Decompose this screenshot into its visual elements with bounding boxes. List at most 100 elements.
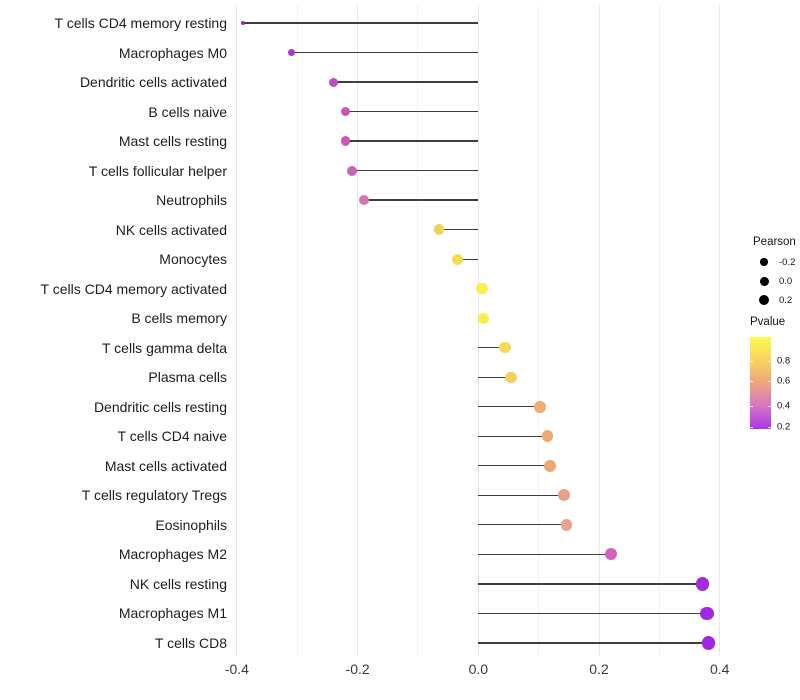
colorbar-tick-label: 0.4 — [777, 400, 791, 412]
gridline-major — [236, 5, 238, 656]
x-axis-tick-label: -0.4 — [224, 661, 249, 677]
lollipop-stem — [242, 22, 479, 24]
row-label: Macrophages M2 — [118, 546, 227, 563]
colorbar-tickmark — [768, 426, 771, 428]
row-label: T cells regulatory Tregs — [81, 487, 227, 504]
row-label: T cells CD4 naive — [117, 428, 227, 445]
lollipop-dot — [558, 489, 570, 502]
row-label: NK cells activated — [115, 221, 227, 238]
gridline-major — [719, 5, 721, 656]
row-label: Dendritic cells resting — [93, 398, 227, 415]
colorbar-tickmark — [750, 381, 753, 383]
gridline-minor — [296, 5, 298, 656]
lollipop-dot — [451, 253, 463, 265]
lollipop-stem — [478, 376, 511, 378]
lollipop-dot — [358, 195, 369, 206]
lollipop-dot — [346, 165, 357, 176]
row-label: Macrophages M1 — [118, 605, 227, 622]
gridline-major — [477, 5, 479, 656]
row-label: Macrophages M0 — [118, 44, 227, 61]
size-legend-dot — [760, 258, 768, 266]
gridline-minor — [538, 5, 540, 656]
lollipop-stem — [478, 524, 567, 526]
row-label: B cells naive — [148, 103, 227, 120]
row-label: T cells CD8 — [154, 634, 227, 651]
colorbar-tickmark — [750, 426, 753, 428]
lollipop-dot — [499, 342, 511, 354]
row-label: Dendritic cells activated — [79, 74, 227, 91]
lollipop-dot — [604, 548, 618, 561]
lollipop-stem — [363, 199, 479, 201]
lollipop-dot — [560, 518, 573, 531]
lollipop-dot — [534, 401, 546, 413]
lollipop-dot — [505, 371, 517, 383]
row-label: NK cells resting — [129, 575, 227, 592]
row-label: T cells CD4 memory activated — [40, 280, 227, 297]
colorbar-tickmark — [750, 360, 753, 362]
colorbar-tickmark — [768, 406, 771, 407]
colorbar-tickmark — [750, 406, 753, 407]
gridline-minor — [658, 5, 660, 656]
lollipop-stem — [478, 435, 548, 437]
lollipop-stem — [457, 258, 479, 260]
lollipop-stem — [439, 228, 479, 231]
lollipop-dot — [340, 136, 351, 146]
size-legend-label: 0.0 — [779, 276, 793, 287]
row-label: Mast cells activated — [104, 457, 227, 474]
color-legend-title: Pvalue — [750, 316, 786, 328]
lollipop-stem — [478, 642, 709, 644]
colorbar-tick-label: 0.8 — [777, 355, 791, 367]
lollipop-dot — [544, 460, 556, 472]
x-axis-tick-label: 0.0 — [468, 661, 489, 677]
lollipop-stem — [478, 612, 708, 615]
lollipop-stem — [478, 583, 703, 585]
lollipop-dot — [340, 106, 351, 117]
gridline-major — [598, 5, 600, 656]
lollipop-stem — [478, 465, 551, 467]
x-axis-tick-label: 0.2 — [589, 661, 609, 677]
row-label: T cells follicular helper — [88, 162, 227, 179]
lollipop-dot — [700, 606, 714, 621]
lollipop-dot — [696, 577, 710, 591]
colorbar-tickmark — [768, 360, 771, 362]
row-label: B cells memory — [131, 310, 227, 327]
size-legend-dot — [758, 294, 770, 306]
lollipop-dot — [477, 312, 489, 324]
size-legend-title: Pearson — [753, 236, 796, 248]
gridline-major — [357, 5, 359, 656]
x-axis-tick-label: -0.2 — [345, 661, 370, 677]
lollipop-stem — [345, 140, 479, 142]
colorbar-tick-label: 0.2 — [777, 421, 791, 433]
colorbar-tickmark — [768, 381, 771, 383]
lollipop-stem — [478, 406, 540, 408]
gridline-minor — [417, 5, 419, 656]
row-label: T cells CD4 memory resting — [54, 15, 227, 31]
size-legend-label: 0.2 — [779, 295, 793, 306]
lollipop-dot — [240, 21, 245, 25]
lollipop-dot — [328, 77, 338, 87]
lollipop-stem — [478, 494, 564, 496]
lollipop-stem — [291, 51, 479, 54]
size-legend-label: -0.2 — [779, 257, 796, 268]
lollipop-dot — [476, 283, 488, 295]
lollipop-dot — [287, 49, 295, 57]
pvalue-colorbar — [750, 337, 771, 429]
row-label: Eosinophils — [155, 516, 227, 533]
lollipop-stem — [333, 81, 479, 83]
lollipop-stem — [345, 110, 479, 113]
row-label: Mast cells resting — [118, 133, 227, 150]
lollipop-stem — [351, 169, 479, 172]
row-label: Neutrophils — [156, 192, 227, 209]
row-label: Plasma cells — [148, 369, 227, 386]
x-axis-tick-label: 0.4 — [709, 661, 730, 677]
lollipop-dot — [541, 430, 554, 443]
lollipop-dot — [433, 224, 445, 236]
lollipop-dot — [701, 636, 715, 650]
size-legend-dot — [759, 276, 769, 286]
row-label: Monocytes — [159, 251, 227, 268]
lollipop-stem — [478, 553, 612, 555]
lollipop-stem — [478, 347, 505, 349]
colorbar-tick-label: 0.6 — [777, 375, 791, 387]
row-label: T cells gamma delta — [101, 339, 227, 356]
